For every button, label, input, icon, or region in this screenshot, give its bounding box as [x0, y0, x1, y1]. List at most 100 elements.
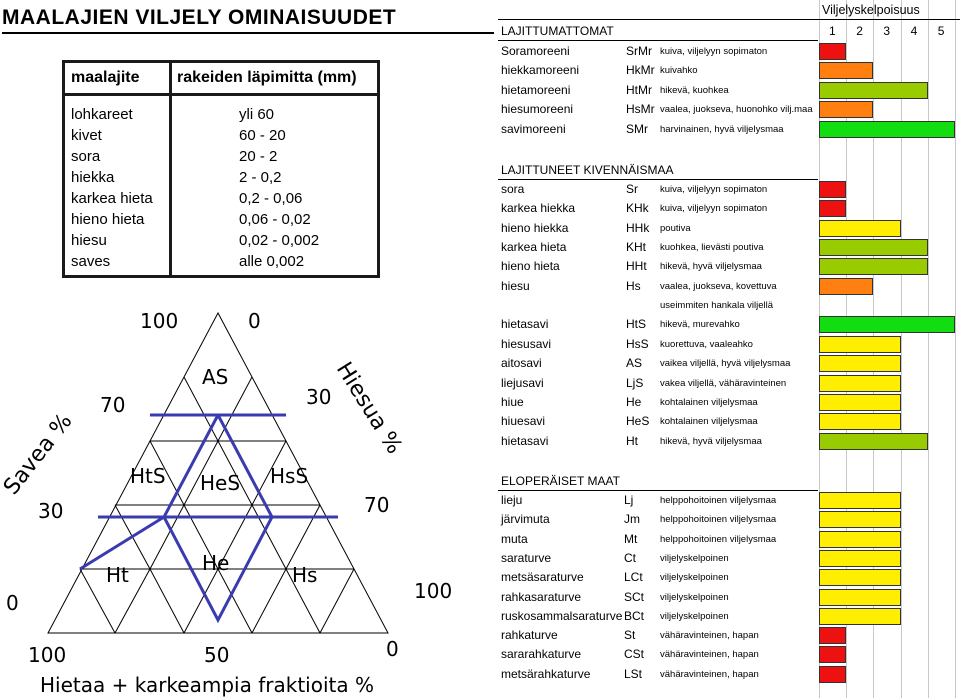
suitability-bar: [819, 200, 847, 218]
suitability-bar: [819, 335, 901, 353]
soil-description: hikevä, hyvä viljelysmaa: [660, 435, 762, 447]
suitability-bar: [819, 530, 901, 548]
soil-abbreviation: LSt: [624, 666, 643, 681]
soil-description: vähäravinteinen, hapan: [660, 630, 759, 642]
soil-abbreviation: KHk: [626, 201, 649, 216]
grain-soil-name: hieno hieta: [71, 211, 145, 228]
soil-description: kuivahko: [660, 65, 698, 77]
grid-line: [900, 0, 902, 698]
axis-label-hiesua: Hiesua %: [331, 358, 407, 459]
suitability-bar: [819, 511, 901, 529]
suitability-bar: [819, 549, 901, 567]
soil-description: kuorettuva, vaaleahko: [660, 338, 753, 350]
page-title: MAALAJIEN VILJELY OMINAISUUDET: [2, 6, 397, 29]
tick-100-top: 100: [140, 309, 178, 333]
soil-abbreviation: AS: [626, 356, 643, 371]
section-rule: [498, 179, 818, 180]
grain-soil-name: sora: [71, 148, 101, 165]
region-label-HsS: HsS: [270, 464, 308, 488]
soil-name: karkea hiekka: [501, 201, 576, 216]
soil-name: rahkasaraturve: [501, 589, 582, 604]
soil-name: ruskosammalsaraturve: [501, 608, 623, 623]
soil-name: hiesumoreeni: [501, 102, 574, 117]
soil-description: kuiva, viljelyyn sopimaton: [660, 203, 768, 215]
soil-description: viljelyskelpoinen: [660, 610, 729, 622]
soil-name: metsärahkaturve: [501, 666, 591, 681]
suitability-bar: [819, 277, 874, 295]
tick-70-right: 70: [364, 493, 389, 517]
soil-abbreviation: Sr: [626, 182, 638, 196]
soil-name: hietasavi: [501, 433, 549, 448]
soil-abbreviation: Ht: [626, 433, 638, 448]
soil-name: hieno hiekka: [501, 220, 569, 235]
soil-description: viljelyskelpoinen: [660, 572, 729, 584]
soil-description: helppohoitoinen viljelysmaa: [660, 495, 777, 506]
section-title: LAJITTUNEET KIVENNÄISMAA: [501, 163, 674, 177]
soil-name: hiesu: [501, 278, 530, 293]
scale-tick-label: 1: [829, 24, 836, 38]
triangle-outline: [47, 311, 389, 634]
suitability-bar: [819, 219, 901, 237]
soil-name: savimoreeni: [501, 121, 566, 136]
tick-100-bottom: 100: [28, 643, 66, 667]
grid-line: [927, 0, 929, 698]
soil-name: saraturve: [501, 550, 552, 565]
soil-abbreviation: St: [624, 628, 636, 643]
soil-abbreviation: He: [626, 394, 642, 409]
grain-soil-name: karkea hieta: [71, 190, 153, 207]
soil-description: kohtalainen viljelysmaa: [660, 416, 758, 428]
soil-name: liejusavi: [501, 375, 544, 390]
axis-label-hietaa: Hietaa + karkeampia fraktioita %: [40, 673, 374, 697]
soil-name: rahkaturve: [501, 628, 558, 643]
soil-abbreviation: HsMr: [626, 102, 655, 117]
suitability-bar: [819, 120, 955, 138]
soil-name: Soramoreeni: [501, 44, 570, 58]
grain-size-table: maalajite rakeiden läpimitta (mm) lohkar…: [62, 60, 380, 278]
region-label-Hs: Hs: [292, 563, 317, 587]
soil-description: vaikea viljellä, hyvä viljelysmaa: [660, 358, 791, 370]
soil-description: harvinainen, hyvä viljelysmaa: [660, 123, 784, 135]
soil-abbreviation: Ct: [624, 550, 636, 565]
axis-label-savea: Savea %: [0, 409, 77, 500]
soil-description: kohtalainen viljelysmaa: [660, 396, 758, 408]
suitability-bar: [819, 43, 847, 60]
suitability-bar: [819, 569, 901, 587]
region-label-Ht: Ht: [106, 563, 129, 587]
grain-diameter-value: 0,06 - 0,02: [239, 211, 311, 228]
grain-diameter-value: yli 60: [239, 106, 275, 123]
soil-abbreviation: SCt: [624, 589, 645, 604]
grain-diameter-value: 0,02 - 0,002: [239, 232, 320, 249]
soil-description: vähäravinteinen, hapan: [660, 668, 759, 680]
soil-name: karkea hieta: [501, 240, 567, 255]
suitability-chart: Viljelyskelpoisuus 1 2 3 4 5 LAJITTUMATTOMAT…: [498, 0, 960, 698]
grain-soil-name: saves: [71, 253, 111, 270]
soil-abbreviation: KHt: [626, 240, 647, 255]
section-rule: [498, 40, 818, 41]
soil-description: kuiva, viljelyyn sopimaton: [660, 184, 768, 195]
grain-soil-name: lohkareet: [71, 106, 133, 123]
tick-30-right: 30: [306, 385, 331, 409]
soil-abbreviation: HtS: [626, 317, 647, 332]
soil-abbreviation: Lj: [624, 493, 634, 507]
soil-name: hiue: [501, 394, 524, 409]
soil-abbreviation: Mt: [624, 531, 638, 546]
soil-abbreviation: HHk: [626, 220, 650, 235]
soil-name: hietamoreeni: [501, 82, 571, 97]
suitability-bar: [819, 588, 901, 606]
grain-table-divider: [169, 63, 172, 275]
soil-abbreviation: HHt: [626, 259, 647, 274]
soil-abbreviation: CSt: [624, 647, 645, 662]
soil-name: järvimuta: [501, 512, 550, 527]
grain-diameter-value: 60 - 20: [239, 127, 286, 144]
suitability-bar: [819, 81, 928, 99]
suitability-bar: [819, 62, 874, 80]
grain-table-header-diameter: rakeiden läpimitta (mm): [177, 69, 357, 86]
tick-30-left: 30: [38, 499, 63, 523]
scale-tick-label: 2: [856, 24, 863, 38]
section-title: LAJITTUMATTOMAT: [501, 24, 614, 38]
soil-description: kuohkea, lievästi poutiva: [660, 242, 764, 254]
soil-description: hikevä, kuohkea: [660, 84, 729, 96]
soil-description: helppohoitoinen viljelysmaa: [660, 514, 777, 526]
soil-description: vähäravinteinen, hapan: [660, 649, 759, 661]
soil-name: hietasavi: [501, 317, 549, 332]
